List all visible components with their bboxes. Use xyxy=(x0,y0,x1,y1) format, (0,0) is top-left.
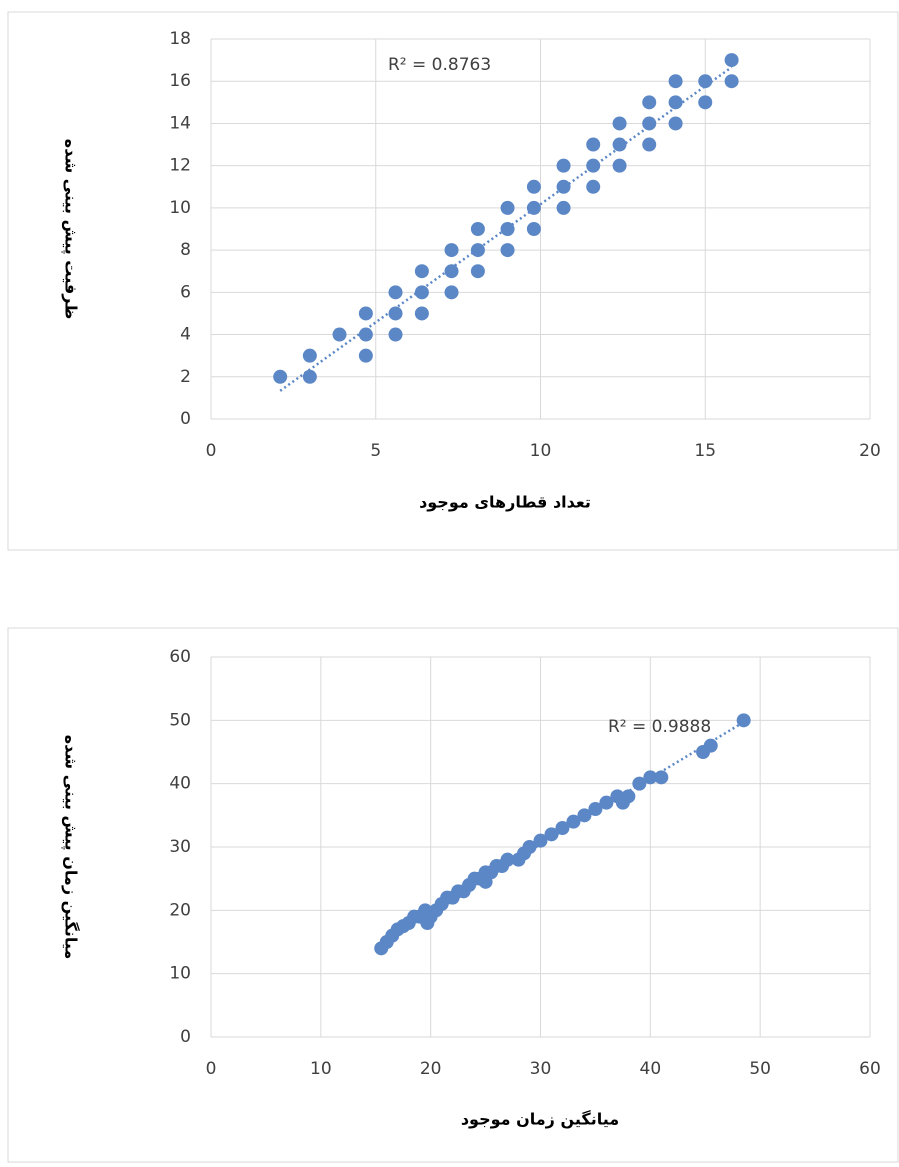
point xyxy=(556,158,571,173)
point xyxy=(302,369,317,384)
chart-frame xyxy=(7,11,899,551)
point xyxy=(358,306,373,321)
x-tick-label: 60 xyxy=(859,1059,881,1079)
point xyxy=(522,840,537,854)
point xyxy=(724,53,739,68)
point xyxy=(414,306,429,321)
point xyxy=(586,179,601,194)
y-tick-label: 6 xyxy=(180,282,191,302)
point xyxy=(388,327,403,342)
point xyxy=(444,285,459,300)
x-tick-label: 10 xyxy=(530,441,552,461)
point xyxy=(500,852,515,867)
point xyxy=(358,348,373,363)
point xyxy=(599,795,614,810)
point xyxy=(724,74,739,89)
point xyxy=(736,713,751,728)
x-tick-label: 10 xyxy=(310,1059,332,1079)
point xyxy=(703,738,718,753)
point xyxy=(642,116,657,131)
y-tick-label: 0 xyxy=(180,1027,191,1047)
point xyxy=(586,158,601,173)
point xyxy=(632,776,647,791)
point xyxy=(654,770,669,785)
point xyxy=(526,179,541,194)
point xyxy=(470,264,485,279)
x-axis-label: تعداد قطارهای موجود xyxy=(419,493,591,512)
x-tick-label: 40 xyxy=(640,1059,662,1079)
y-tick-label: 10 xyxy=(169,198,191,218)
x-tick-label: 0 xyxy=(206,1059,217,1079)
point xyxy=(621,789,636,804)
y-tick-label: 60 xyxy=(169,647,191,667)
y-tick-label: 2 xyxy=(180,367,191,387)
x-tick-label: 0 xyxy=(206,441,217,461)
y-tick-label: 0 xyxy=(180,409,191,429)
point xyxy=(586,137,601,152)
point xyxy=(556,179,571,194)
point xyxy=(444,264,459,279)
point xyxy=(588,802,603,816)
point xyxy=(612,137,627,152)
y-tick-label: 40 xyxy=(169,774,191,794)
point xyxy=(526,222,541,236)
point xyxy=(556,200,571,215)
trendline-label: R² = 0.9888 xyxy=(608,717,711,737)
point xyxy=(388,285,403,300)
point xyxy=(302,348,317,363)
y-tick-label: 20 xyxy=(169,900,191,920)
point xyxy=(643,770,658,785)
point xyxy=(332,327,347,342)
point xyxy=(414,264,429,279)
point xyxy=(500,243,515,258)
y-tick-label: 30 xyxy=(169,837,191,857)
point xyxy=(358,327,373,342)
point xyxy=(668,95,683,110)
trendline-label: R² = 0.8763 xyxy=(388,55,491,75)
point xyxy=(668,116,683,131)
point xyxy=(642,95,657,110)
chart-frame xyxy=(7,627,899,1163)
point xyxy=(698,74,713,89)
point xyxy=(555,821,570,835)
point xyxy=(444,243,459,258)
y-tick-label: 16 xyxy=(169,71,191,91)
point xyxy=(273,369,288,384)
x-tick-label: 30 xyxy=(530,1059,552,1079)
point xyxy=(500,200,515,215)
point xyxy=(533,833,548,848)
y-tick-label: 50 xyxy=(169,710,191,730)
point xyxy=(668,74,683,89)
x-tick-label: 15 xyxy=(694,441,716,461)
point xyxy=(612,116,627,131)
y-axis-label: ظرفیت پیش بینی شده xyxy=(61,139,81,320)
point xyxy=(470,222,485,236)
y-tick-label: 4 xyxy=(180,325,191,345)
point xyxy=(470,243,485,258)
y-tick-label: 18 xyxy=(169,29,191,49)
y-tick-label: 12 xyxy=(169,156,191,176)
point xyxy=(388,306,403,321)
point xyxy=(577,808,592,823)
point xyxy=(526,200,541,215)
point xyxy=(566,814,581,829)
y-tick-label: 10 xyxy=(169,964,191,984)
y-axis-label: میانگین زمان پیش بینی شده xyxy=(61,735,81,960)
x-axis-label: میانگین زمان موجود xyxy=(461,1110,619,1129)
y-tick-label: 14 xyxy=(169,113,191,133)
point xyxy=(698,95,713,110)
point xyxy=(414,285,429,300)
point xyxy=(612,158,627,173)
x-tick-label: 5 xyxy=(370,441,381,461)
x-tick-label: 20 xyxy=(859,441,881,461)
point xyxy=(544,827,559,842)
point xyxy=(642,137,657,152)
x-tick-label: 20 xyxy=(420,1059,442,1079)
point xyxy=(500,222,515,236)
y-tick-label: 8 xyxy=(180,240,191,260)
x-tick-label: 50 xyxy=(749,1059,771,1079)
